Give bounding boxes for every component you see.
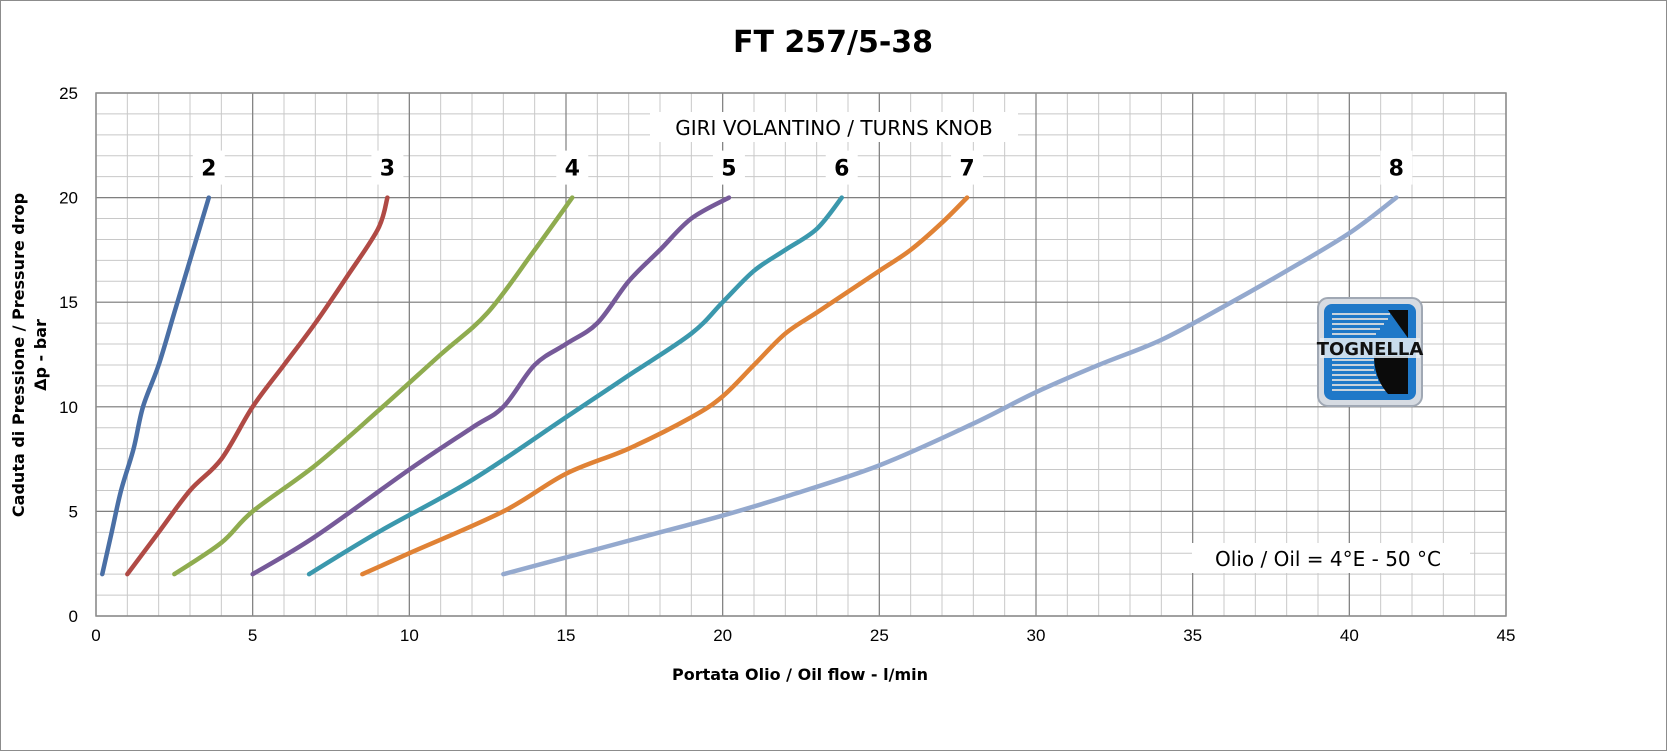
series-label-background [825,150,858,185]
x-tick-label: 15 [557,626,576,645]
y-tick-label: 15 [59,293,78,312]
x-tick-label: 40 [1340,626,1359,645]
y-tick-label: 20 [59,189,78,208]
series-labels: 2 3 4 5 6 7 8 [192,150,1413,185]
x-axis-label: Portata Olio / Oil flow - l/min [672,665,928,684]
series-label-8: 8 [1389,157,1404,182]
x-tick-label: 0 [91,626,100,645]
tognella-logo: TOGNELLA [1317,297,1424,407]
x-tick-label: 20 [713,626,732,645]
y-tick-label: 10 [59,398,78,417]
y-tick-label: 0 [69,607,78,626]
x-axis-ticks: 0 5 10 15 20 25 30 35 40 45 [91,626,1515,645]
series-label-4: 4 [565,157,580,182]
minor-grid [95,92,1507,617]
series-label-background [1380,150,1413,185]
major-grid [95,92,1507,617]
series-label-3: 3 [380,157,395,182]
logo-text: TOGNELLA [1317,339,1424,360]
series-line-7 [360,195,970,577]
x-tick-label: 45 [1497,626,1516,645]
x-tick-label: 10 [400,626,419,645]
series-line-8 [501,195,1399,577]
x-tick-label: 30 [1027,626,1046,645]
plot-area [95,92,1507,617]
y-tick-label: 5 [69,502,78,521]
series-label-2: 2 [201,157,216,182]
series-label-5: 5 [721,157,736,182]
y-axis-label-line1: Caduta di Pressione / Pressure drop [9,193,28,517]
annotation-background [1192,543,1470,573]
series-line-2 [100,195,212,577]
series-label-background [192,150,225,185]
series-label-background [712,150,745,185]
legend-title: GIRI VOLANTINO / TURNS KNOB [675,116,992,140]
series-label-6: 6 [834,157,849,182]
series-line-3 [125,195,390,577]
series-line-5 [250,195,732,577]
series-label-background [556,150,589,185]
series-label-background [951,150,984,185]
series-line-6 [306,195,844,577]
series-line-4 [172,195,575,577]
y-axis-label-line2: Δp - bar [31,319,50,391]
x-tick-label: 5 [248,626,257,645]
chart-title: FT 257/5-38 [733,25,933,60]
y-axis-ticks: 0 5 10 15 20 25 [59,84,78,626]
series-layer [100,195,1399,577]
x-tick-label: 25 [870,626,889,645]
y-tick-label: 25 [59,84,78,103]
series-label-7: 7 [959,157,974,182]
oil-annotation: Olio / Oil = 4°E - 50 °C [1215,547,1441,571]
legend-title-background [650,112,1018,142]
x-tick-label: 35 [1183,626,1202,645]
series-label-background [371,150,404,185]
